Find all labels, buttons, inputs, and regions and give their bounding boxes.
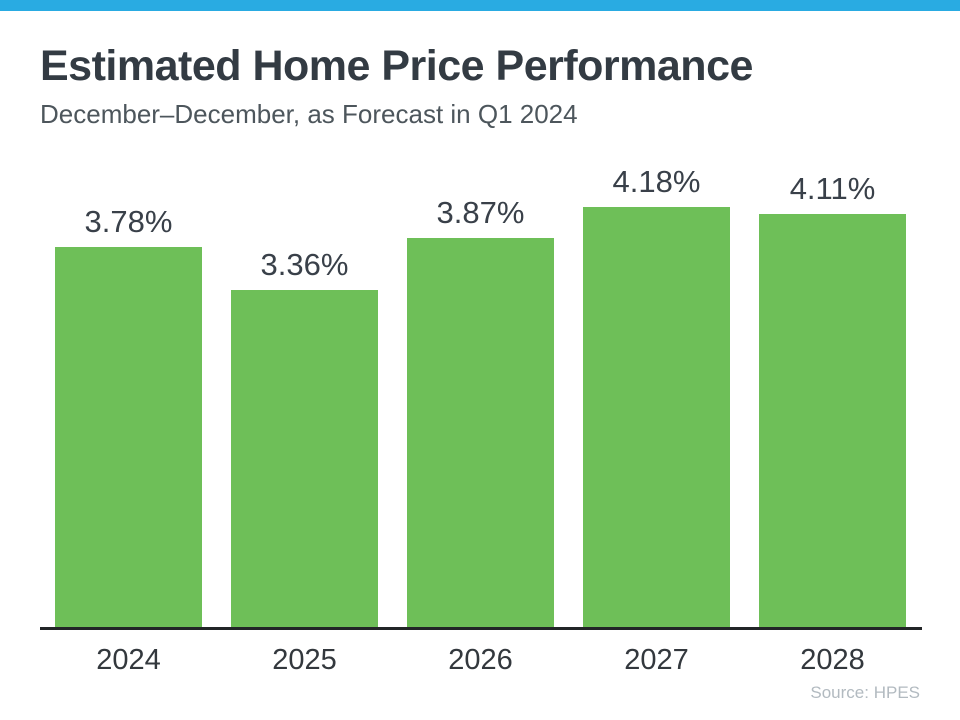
x-tick-label: 2025	[272, 644, 337, 676]
x-tick-label: 2027	[624, 644, 689, 676]
x-tick-label: 2024	[96, 644, 161, 676]
x-tick-label: 2028	[800, 644, 865, 676]
x-axis-labels: 2024 2025 2026 2027 2028	[40, 630, 922, 677]
bar	[759, 214, 906, 627]
accent-strip	[0, 0, 960, 11]
bar-value-label: 4.11%	[789, 171, 876, 207]
bar-value-label: 3.78%	[84, 204, 173, 240]
bar-chart: 3.78% 3.36% 3.87% 4.18% 4.11% 2024 2025 2026 20…	[40, 140, 922, 677]
bar-column: 3.87%	[407, 196, 554, 627]
bar-value-label: 4.18%	[612, 164, 701, 200]
bar	[583, 207, 730, 627]
bar	[55, 247, 202, 627]
page-subtitle: December–December, as Forecast in Q1 202…	[40, 99, 578, 129]
x-tick-label: 2026	[448, 644, 513, 676]
bar-column: 4.11%	[759, 172, 906, 627]
bar-column: 4.18%	[583, 165, 730, 627]
bar-column: 3.78%	[55, 205, 202, 627]
bar-column: 3.36%	[231, 248, 378, 627]
bar	[231, 290, 378, 627]
plot-area: 3.78% 3.36% 3.87% 4.18% 4.11%	[40, 140, 922, 627]
source-note: Source: HPES	[810, 683, 920, 702]
x-axis-line	[40, 627, 922, 630]
page-title: Estimated Home Price Performance	[40, 42, 753, 90]
bar	[407, 238, 554, 627]
bar-value-label: 3.36%	[260, 247, 349, 283]
bar-value-label: 3.87%	[436, 195, 525, 231]
